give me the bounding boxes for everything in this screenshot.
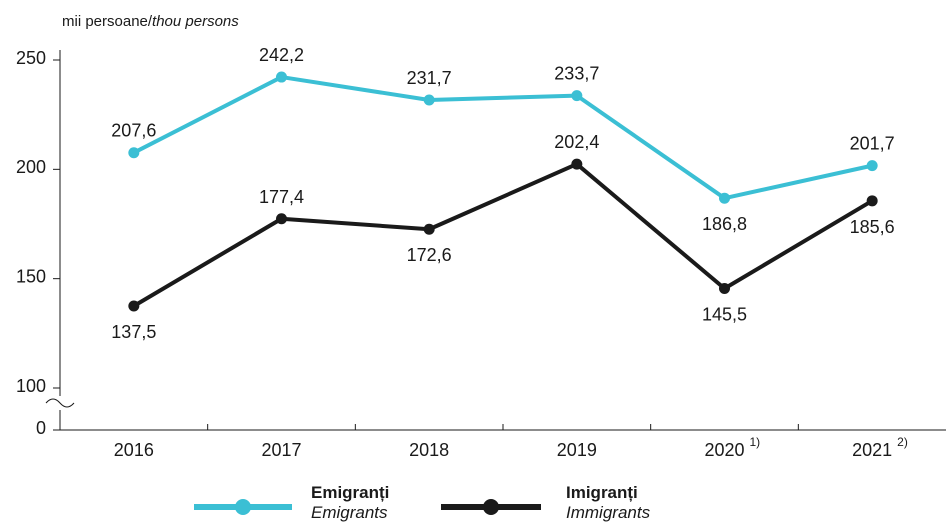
axes bbox=[45, 50, 946, 431]
data-point-immigrants bbox=[719, 283, 730, 295]
x-tick-footnote: 2) bbox=[897, 435, 908, 449]
legend-emigrants-label-en: Emigrants bbox=[311, 503, 388, 522]
series-layer bbox=[128, 71, 878, 312]
legend-immigrants-marker bbox=[483, 499, 499, 515]
data-label-emigrants: 186,8 bbox=[702, 214, 747, 234]
data-label-immigrants: 202,4 bbox=[554, 132, 599, 152]
data-label-emigrants: 207,6 bbox=[111, 121, 156, 141]
y-tick-label: 150 bbox=[16, 266, 46, 286]
data-label-immigrants: 185,6 bbox=[850, 217, 895, 237]
data-label-emigrants: 231,7 bbox=[407, 68, 452, 88]
data-point-emigrants bbox=[719, 192, 730, 204]
data-point-immigrants bbox=[571, 158, 583, 170]
data-point-emigrants bbox=[128, 147, 140, 159]
y-tick-label: 250 bbox=[16, 48, 46, 68]
data-labels: 207,6 242,2 231,7 233,7 186,8 201,7 137,5 177,4… bbox=[111, 45, 894, 342]
unit-label: mii persoane/thou persons bbox=[62, 13, 239, 30]
legend-emigrants-marker bbox=[235, 499, 251, 515]
data-point-immigrants bbox=[866, 195, 878, 207]
data-point-emigrants bbox=[423, 94, 435, 106]
data-label-immigrants: 172,6 bbox=[407, 245, 452, 265]
x-tick-label: 2016 bbox=[114, 440, 154, 460]
data-label-immigrants: 137,5 bbox=[111, 322, 156, 342]
data-point-emigrants bbox=[866, 160, 878, 172]
axis-break-mark bbox=[45, 398, 75, 408]
x-tick-label: 2017 bbox=[261, 440, 301, 460]
x-tick-label: 2020 bbox=[704, 440, 744, 460]
data-label-emigrants: 233,7 bbox=[554, 64, 599, 84]
legend-immigrants-label-en: Immigrants bbox=[566, 503, 651, 522]
series-line-immigrants bbox=[132, 162, 874, 308]
y-tick-label: 200 bbox=[16, 157, 46, 177]
legend-immigrants-label: Imigranți bbox=[566, 483, 638, 502]
y-tick-label: 100 bbox=[16, 376, 46, 396]
legend: Emigranți Emigrants Imigranți Immigrants bbox=[194, 483, 651, 522]
x-axis-ticks: 2016 2017 2018 2019 2020 1) 2021 2) bbox=[114, 424, 908, 460]
data-point-immigrants bbox=[423, 223, 435, 235]
x-tick-label: 2021 bbox=[852, 440, 892, 460]
y-tick-label: 0 bbox=[36, 418, 46, 438]
x-tick-label: 2019 bbox=[557, 440, 597, 460]
data-label-emigrants: 201,7 bbox=[850, 134, 895, 154]
data-point-immigrants bbox=[128, 300, 140, 312]
x-tick-footnote: 1) bbox=[750, 435, 761, 449]
data-label-emigrants: 242,2 bbox=[259, 45, 304, 65]
x-tick-label: 2018 bbox=[409, 440, 449, 460]
data-label-immigrants: 177,4 bbox=[259, 187, 304, 207]
data-point-emigrants bbox=[276, 71, 287, 83]
data-point-immigrants bbox=[276, 213, 287, 225]
y-axis-ticks: 250 200 150 100 0 bbox=[16, 48, 60, 438]
legend-emigrants-label: Emigranți bbox=[311, 483, 389, 502]
data-label-immigrants: 145,5 bbox=[702, 305, 747, 325]
data-point-emigrants bbox=[571, 90, 583, 102]
series-line-emigrants bbox=[132, 75, 873, 201]
